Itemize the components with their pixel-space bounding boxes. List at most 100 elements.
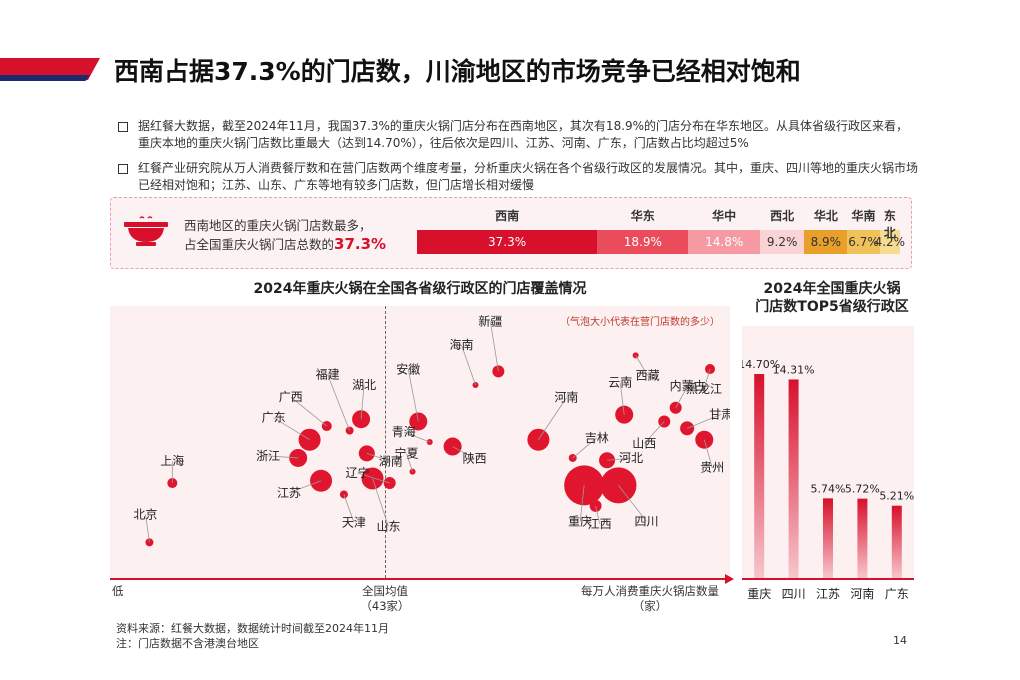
bubble-label-16: 海南 bbox=[449, 337, 473, 352]
bubble-leader-2 bbox=[288, 480, 322, 494]
x-axis-title: 每万人消费重庆火锅店数量 （家） bbox=[570, 584, 730, 614]
region-name-3: 西北 bbox=[770, 209, 795, 223]
bubble-label-25: 西藏 bbox=[636, 368, 660, 382]
bubble-label-8: 湖北 bbox=[352, 377, 376, 392]
region-segment-5: 6.7% bbox=[847, 230, 880, 254]
bubble-leader-21 bbox=[595, 505, 600, 524]
top5-category-label-3: 河南 bbox=[850, 586, 874, 601]
bubble-label-4: 浙江 bbox=[256, 449, 280, 463]
bubble-leader-3 bbox=[343, 494, 355, 523]
bubble-label-0: 北京 bbox=[133, 507, 157, 521]
top5-bar-0 bbox=[754, 374, 765, 578]
bubble-label-30: 黑龙江 bbox=[686, 382, 722, 396]
bubble-leader-29 bbox=[703, 439, 713, 468]
bubble-7 bbox=[345, 426, 354, 435]
top5-bar-4 bbox=[891, 505, 902, 578]
bubble-21 bbox=[589, 499, 602, 512]
bubble-leader-8 bbox=[360, 385, 365, 420]
header-accent-red bbox=[0, 58, 100, 80]
bubble-leader-19 bbox=[572, 437, 597, 459]
x-axis-mid-label: 全国均值 （43家） bbox=[345, 584, 425, 614]
bubble-leader-25 bbox=[635, 355, 648, 376]
bubble-label-29: 贵州 bbox=[700, 461, 724, 475]
summary-highlight: 37.3% bbox=[334, 235, 387, 253]
page-title: 西南占据37.3%的门店数，川渝地区的市场竞争已经相对饱和 bbox=[114, 57, 801, 86]
bubble-label-23: 四川 bbox=[634, 514, 658, 528]
bubble-leader-0 bbox=[145, 514, 150, 543]
bubble-3 bbox=[339, 490, 348, 499]
top5-value-label-3: 5.72% bbox=[845, 483, 880, 496]
bubble-leader-15 bbox=[452, 446, 475, 459]
bubble-label-27: 内蒙古 bbox=[670, 378, 706, 393]
bubble-leader-16 bbox=[461, 344, 476, 386]
header-accent-navy bbox=[0, 75, 90, 81]
bubble-leader-27 bbox=[675, 385, 689, 408]
top5-bar-3 bbox=[857, 498, 868, 578]
x-axis-title-sub: （家） bbox=[632, 599, 668, 613]
bubble-chart-title: 2024年重庆火锅在全国各省级行政区的门店覆盖情况 bbox=[253, 281, 587, 297]
bullet-2: 红餐产业研究院从万人消费餐厅数和在营门店数两个维度考量，分析重庆火锅在各个省级行… bbox=[118, 160, 918, 196]
bubble-leader-18 bbox=[538, 397, 567, 440]
bubble-label-11: 辽宁 bbox=[346, 465, 370, 480]
top5-title-line-2: 门店数TOP5省级行政区 bbox=[755, 299, 909, 315]
region-name-4: 华北 bbox=[813, 209, 838, 223]
bubble-28 bbox=[680, 421, 695, 436]
bubble-leader-14 bbox=[403, 431, 430, 443]
bubble-label-5: 广东 bbox=[262, 411, 286, 425]
bullet-1: 据红餐大数据，截至2024年11月，我国37.3%的重庆火锅门店分布在西南地区，… bbox=[118, 118, 918, 154]
top5-value-label-0: 14.70% bbox=[742, 358, 780, 371]
bubble-10 bbox=[361, 467, 384, 490]
bubble-8 bbox=[352, 410, 371, 429]
region-segment-0: 37.3% bbox=[417, 230, 598, 254]
top5-category-label-1: 四川 bbox=[782, 587, 806, 601]
bubble-leader-6 bbox=[290, 396, 328, 427]
bullet-square-icon bbox=[118, 164, 128, 174]
bubble-label-22: 河北 bbox=[619, 451, 643, 465]
bubble-label-21: 江西 bbox=[588, 517, 612, 531]
top5-title-line-1: 2024年全国重庆火锅 bbox=[763, 281, 901, 297]
bubble-leader-23 bbox=[618, 485, 647, 522]
bubble-4 bbox=[289, 448, 308, 467]
bubble-label-20: 重庆 bbox=[568, 514, 592, 528]
top5-category-label-4: 广东 bbox=[885, 587, 909, 601]
bubble-label-26: 山西 bbox=[632, 436, 656, 450]
x-axis-title-text: 每万人消费重庆火锅店数量 bbox=[581, 584, 719, 598]
bubble-plot-area bbox=[110, 306, 730, 578]
top5-bar-2 bbox=[823, 498, 833, 578]
footnote: 注：门店数据不含港澳台地区 bbox=[116, 637, 259, 650]
bullet-square-icon bbox=[118, 122, 128, 132]
region-name-2: 华中 bbox=[712, 209, 737, 223]
national-average-line bbox=[385, 306, 386, 578]
bubble-25 bbox=[632, 352, 639, 359]
bubble-label-17: 新疆 bbox=[478, 313, 502, 328]
bubble-label-15: 陕西 bbox=[463, 451, 487, 466]
x-axis-low-label: 低 bbox=[112, 584, 124, 598]
bubble-17 bbox=[492, 365, 505, 378]
bubble-label-13: 安徽 bbox=[396, 361, 420, 376]
bubble-label-24: 云南 bbox=[608, 375, 632, 390]
bubble-label-3: 天津 bbox=[342, 515, 366, 529]
region-name-0: 西南 bbox=[495, 209, 520, 223]
bubble-label-19: 吉林 bbox=[585, 431, 609, 445]
bubble-label-12: 宁夏 bbox=[395, 446, 419, 461]
region-segment-1: 18.9% bbox=[597, 230, 689, 254]
bubble-label-6: 广西 bbox=[279, 390, 303, 404]
top5-baseline bbox=[742, 578, 914, 580]
bubble-6 bbox=[321, 421, 332, 432]
region-segment-2: 14.8% bbox=[688, 230, 760, 254]
region-name-6: 东北 bbox=[883, 209, 896, 240]
source-note: 资料来源：红餐大数据，数据统计时间截至2024年11月 bbox=[116, 622, 389, 635]
bubble-23 bbox=[600, 467, 637, 504]
bubble-leader-17 bbox=[489, 321, 499, 372]
x-axis-arrow-icon bbox=[725, 574, 734, 584]
bubble-label-14: 青海 bbox=[392, 424, 416, 439]
x-axis-line bbox=[110, 578, 730, 580]
bubble-label-10: 山东 bbox=[377, 519, 401, 533]
top5-value-label-1: 14.31% bbox=[773, 363, 815, 376]
bubble-leader-9 bbox=[366, 453, 391, 462]
x-axis-mid-sub: （43家） bbox=[360, 599, 410, 613]
bubble-leader-5 bbox=[273, 417, 310, 441]
top5-value-label-4: 5.21% bbox=[879, 490, 914, 503]
bubble-label-18: 河南 bbox=[554, 390, 578, 405]
